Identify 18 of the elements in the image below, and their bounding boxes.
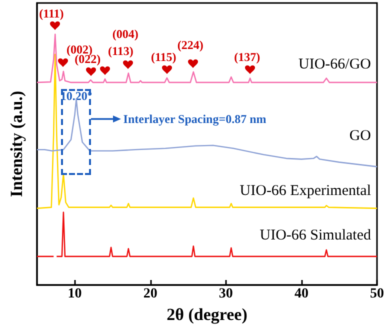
x-tick-label: 20 [143, 286, 158, 302]
annotation: (111) [39, 6, 64, 20]
annotation: (115) [150, 50, 176, 64]
annotation: Interlayer Spacing=0.87 nm [123, 112, 266, 126]
annotation: (004) [112, 27, 138, 42]
y-axis-title: Intensity (a.u.) [7, 90, 26, 198]
series-label: UIO-66 Simulated [260, 227, 372, 244]
annotation: (137) [234, 50, 260, 64]
annotation: (113) [108, 44, 134, 58]
series-label: UIO-66/GO [298, 56, 372, 72]
x-tick-label: 30 [218, 286, 233, 302]
series-label: UIO-66 Experimental [240, 183, 371, 200]
x-axis-title: 2θ (degree) [166, 305, 248, 324]
x-tick-label: 40 [294, 286, 308, 302]
annotation: (224) [177, 38, 204, 52]
x-tick-label: 10 [68, 286, 82, 302]
x-tick-label: 50 [370, 286, 384, 302]
series-label: GO [349, 128, 372, 144]
